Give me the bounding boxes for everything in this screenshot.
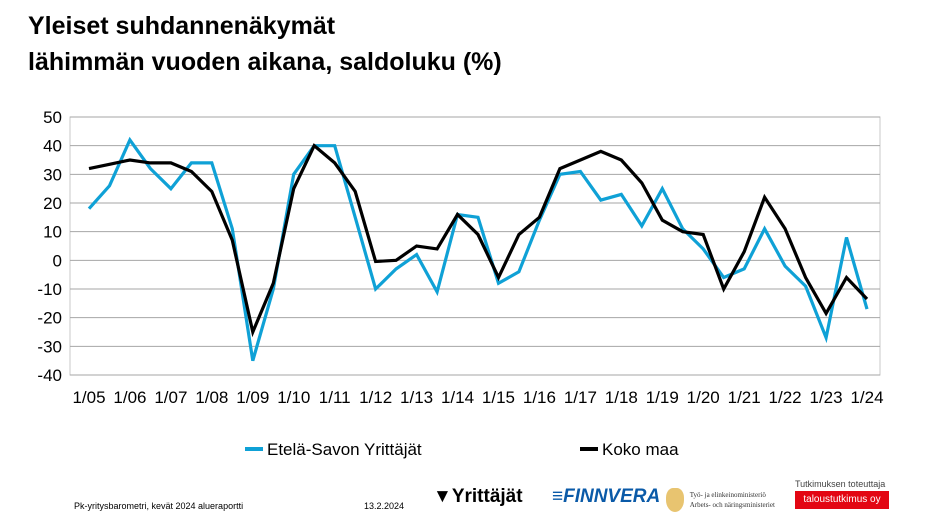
plot-area (69, 116, 881, 376)
legend-label: Etelä-Savon Yrittäjät (267, 440, 422, 459)
research-label: Tutkimuksen toteuttaja (795, 479, 886, 489)
x-tick-label: 1/20 (687, 388, 720, 407)
tem-logo: Työ- ja elinkeinoministeriö Arbets- och n… (666, 488, 775, 512)
x-tick-label: 1/05 (72, 388, 105, 407)
y-tick-label: -10 (37, 280, 62, 299)
finnvera-logo: ≡FINNVERA (552, 486, 661, 507)
x-tick-label: 1/12 (359, 388, 392, 407)
legend-label: Koko maa (602, 440, 679, 459)
y-tick-label: 50 (43, 108, 62, 127)
x-tick-label: 1/23 (810, 388, 843, 407)
x-tick-label: 1/14 (441, 388, 474, 407)
report-name: Pk-yritysbarometri, kevät 2024 aluerapor… (74, 501, 244, 511)
series-line-koko-maa (88, 143, 869, 338)
lion-crest-icon (666, 488, 684, 512)
x-tick-label: 1/09 (236, 388, 269, 407)
y-tick-label: 30 (43, 165, 62, 184)
y-tick-label: -30 (37, 337, 62, 356)
y-tick-label: 40 (43, 137, 62, 156)
x-tick-label: 1/22 (769, 388, 802, 407)
x-tick-label: 1/11 (319, 388, 351, 407)
x-tick-label: 1/13 (400, 388, 433, 407)
line-chart: 50 40 30 20 10 0 -10 -20 -30 -40 1/05 1/06 1/07 1/08 1… (37, 108, 883, 459)
report-date: 13.2.2024 (364, 501, 405, 511)
x-tick-label: 1/18 (605, 388, 638, 407)
x-tick-label: 1/24 (850, 388, 883, 407)
yrittajat-logo: ▼Yrittäjät (433, 486, 523, 507)
x-tick-label: 1/08 (195, 388, 228, 407)
title-line-2: lähimmän vuoden aikana, saldoluku (%) (28, 48, 502, 76)
taloustutkimus-logo: taloustutkimus oy (795, 491, 889, 509)
x-tick-label: 1/19 (646, 388, 679, 407)
y-tick-label: 10 (43, 223, 62, 242)
y-tick-label: -20 (37, 309, 62, 328)
x-tick-label: 1/16 (523, 388, 556, 407)
chart-title: Yleiset suhdannenäkymät lähimmän vuoden … (28, 8, 502, 80)
x-tick-label: 1/15 (482, 388, 515, 407)
x-tick-label: 1/21 (728, 388, 761, 407)
x-tick-label: 1/10 (277, 388, 310, 407)
x-tick-label: 1/07 (154, 388, 187, 407)
y-tick-label: 0 (53, 251, 62, 270)
y-tick-label: 20 (43, 194, 62, 213)
series-line-etela-savo (87, 136, 869, 362)
y-tick-label: -40 (37, 366, 62, 385)
title-line-1: Yleiset suhdannenäkymät (28, 12, 336, 40)
x-tick-label: 1/06 (113, 388, 146, 407)
x-tick-label: 1/17 (564, 388, 597, 407)
